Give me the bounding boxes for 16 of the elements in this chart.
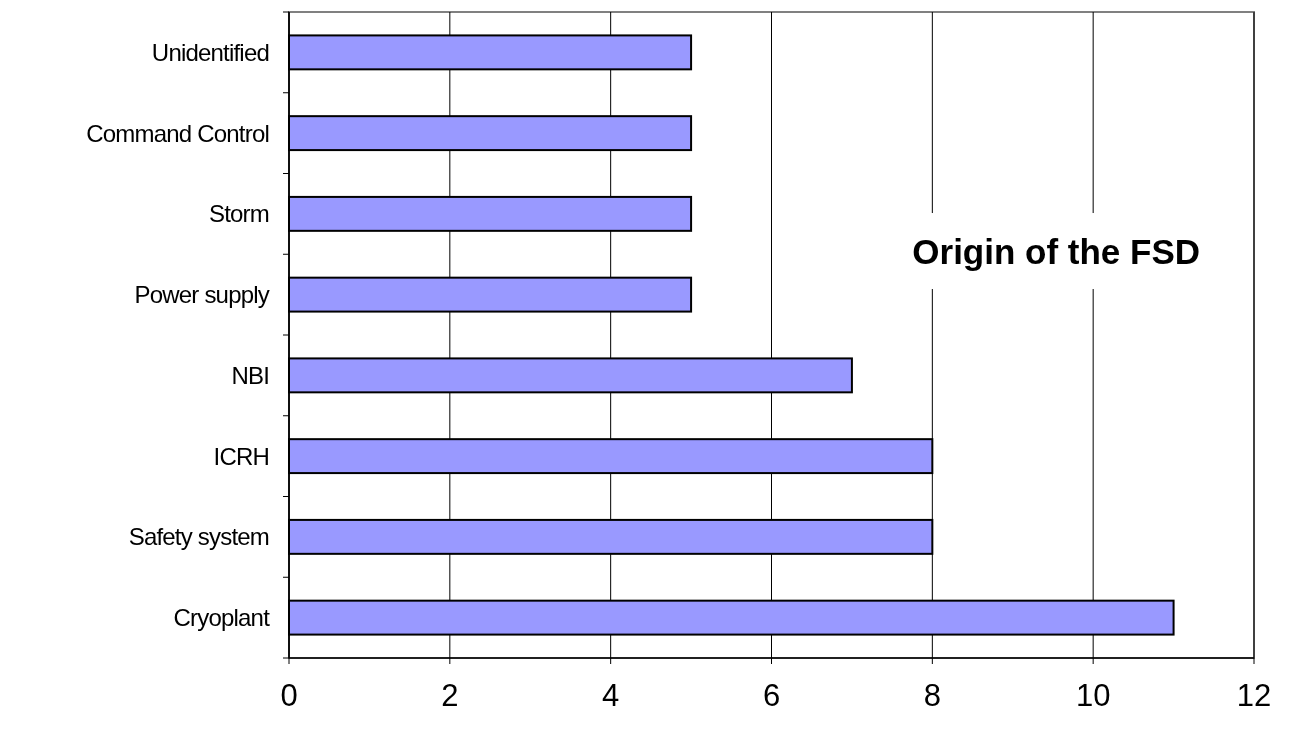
y-tick-label: Cryoplant bbox=[173, 604, 271, 632]
x-tick-label: 4 bbox=[602, 678, 620, 713]
y-tick-label: NBI bbox=[231, 361, 269, 389]
y-tick-label: Command Control bbox=[86, 119, 269, 147]
x-tick-label: 2 bbox=[441, 678, 459, 713]
x-tick-label: 12 bbox=[1236, 678, 1272, 713]
y-tick-label: Power supply bbox=[134, 281, 270, 309]
y-tick-label: Storm bbox=[208, 200, 269, 228]
x-tick-label: 0 bbox=[280, 678, 298, 713]
y-tick-label: ICRH bbox=[213, 442, 269, 470]
y-tick-label: Unidentified bbox=[151, 38, 269, 66]
text: Origin of the FSD bbox=[912, 231, 1201, 271]
y-tick-label: Safety system bbox=[128, 523, 269, 551]
x-tick-label: 6 bbox=[762, 678, 781, 713]
x-tick-label: 8 bbox=[923, 678, 941, 713]
x-tick-label: 10 bbox=[1075, 678, 1111, 713]
